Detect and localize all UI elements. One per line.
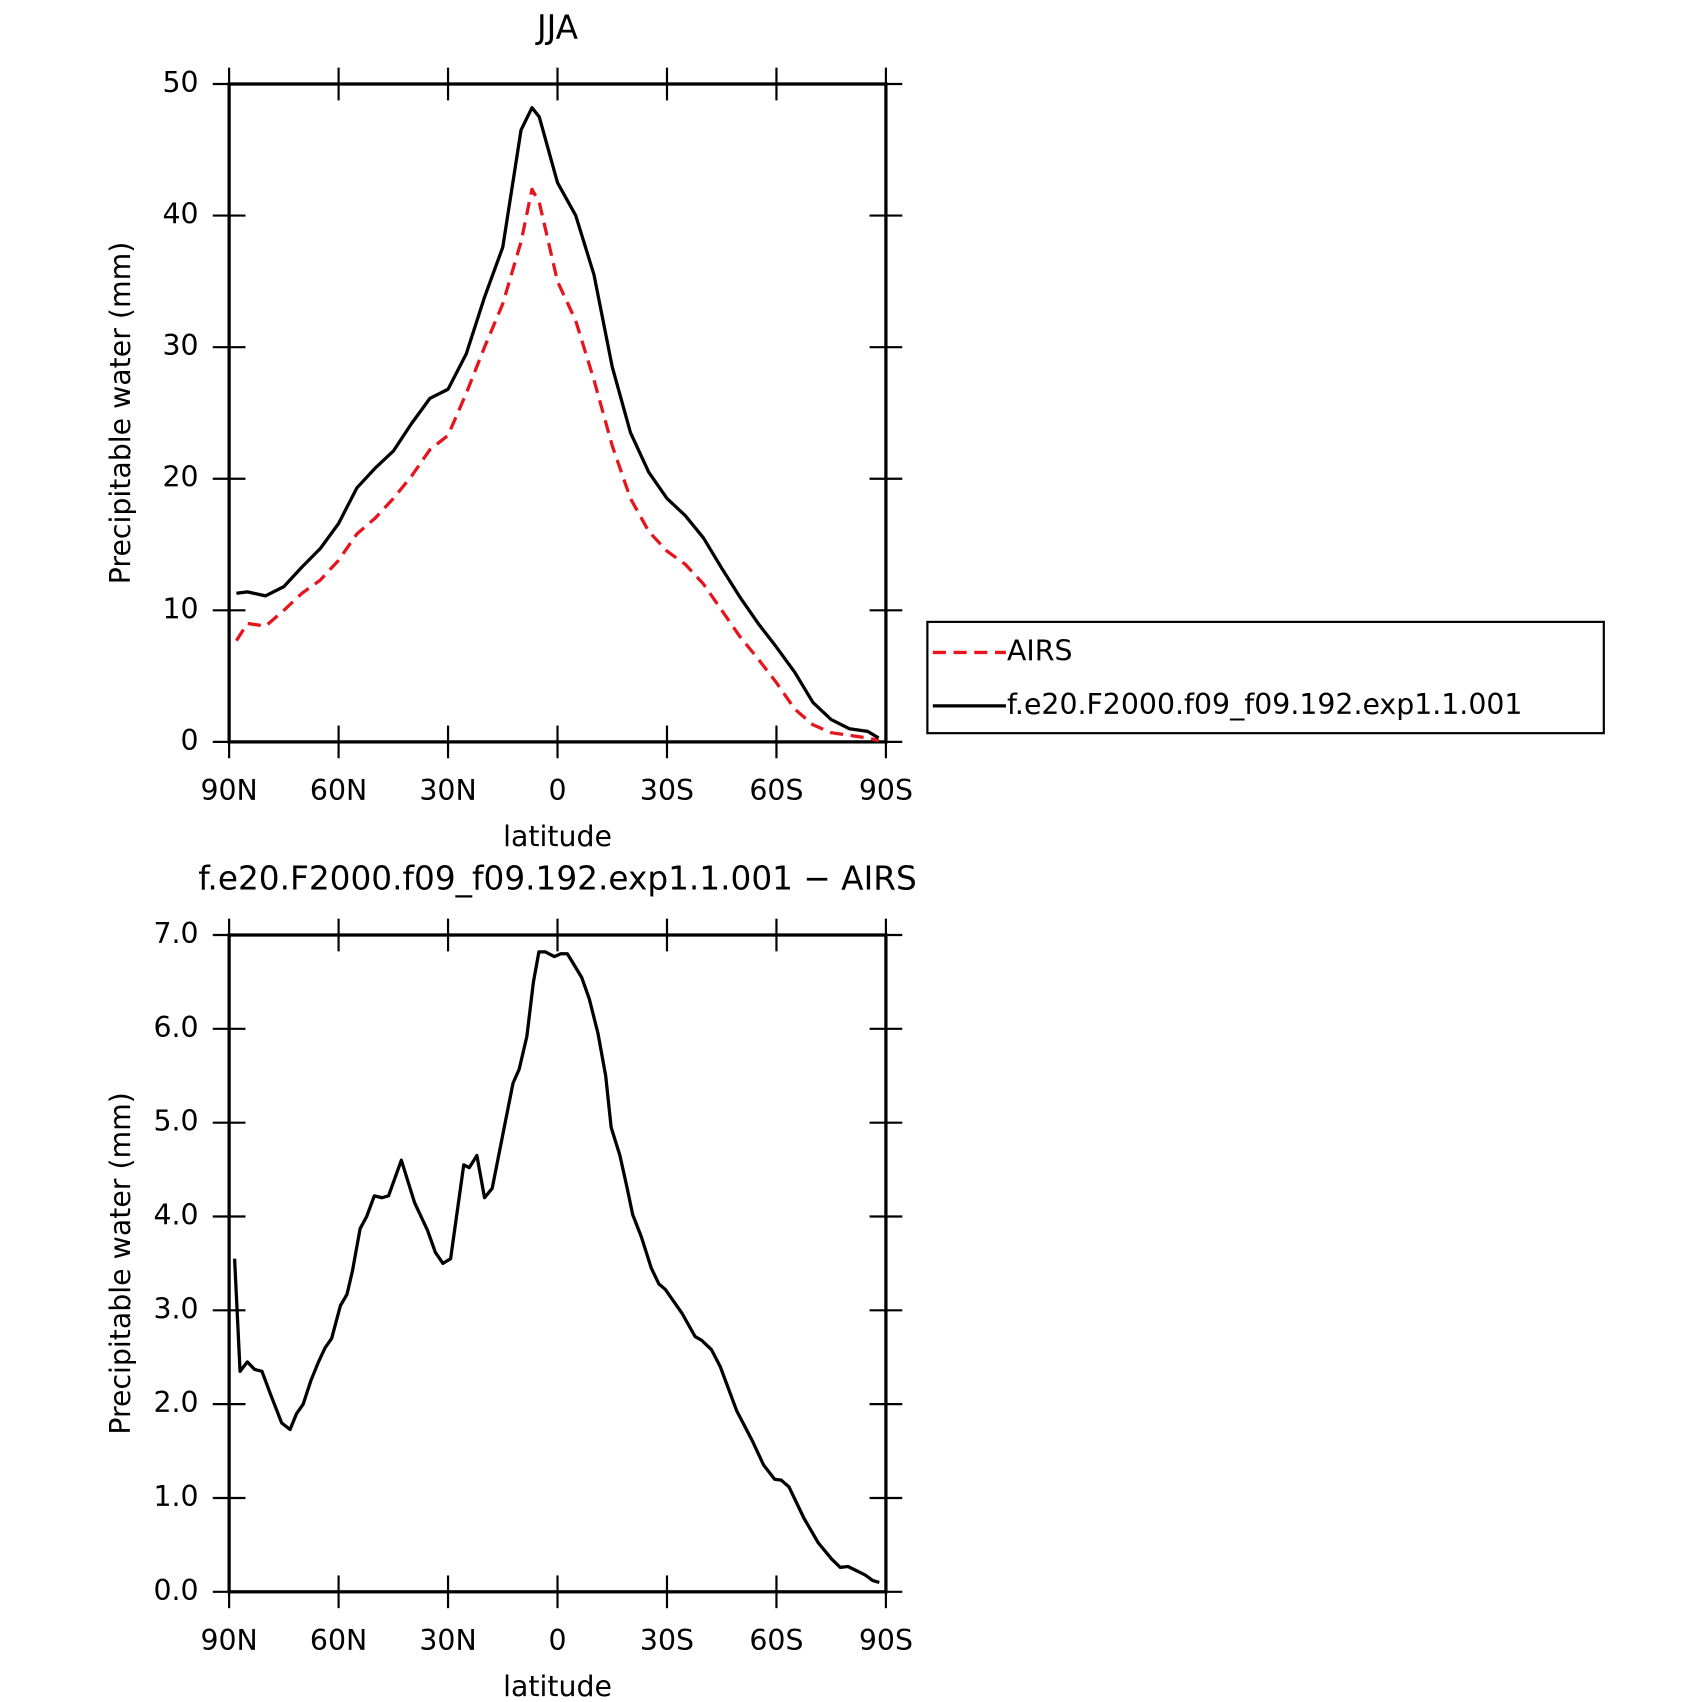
y-tick-label: 20 [162,461,198,494]
chart-title: f.e20.F2000.f09_f09.192.exp1.1.001 − AIR… [198,859,916,897]
x-tick-label: 30S [640,1624,694,1657]
plot-frame [227,933,888,1594]
y-tick-label: 3.0 [153,1292,198,1325]
y-tick-label: 0.0 [153,1574,198,1607]
x-tick-label: 60S [749,774,803,807]
y-tick-label: 30 [162,329,198,362]
y-tick-label: 5.0 [153,1105,198,1138]
x-tick-label: 30S [640,774,694,807]
x-tick-label: 30N [419,774,476,807]
x-tick-label: 60S [749,1624,803,1657]
y-axis-label: Precipitable water (mm) [104,1092,137,1434]
x-tick-label: 90N [200,1624,257,1657]
x-tick-label: 60N [310,1624,367,1657]
x-tick-label: 90S [859,774,913,807]
chart-title: JJA [535,8,579,46]
y-tick-label: 4.0 [153,1198,198,1231]
x-axis-label: latitude [503,820,612,853]
y-tick-label: 1.0 [153,1480,198,1513]
legend-label: AIRS [1007,634,1072,667]
y-tick-label: 50 [162,66,198,99]
x-tick-label: 90N [200,774,257,807]
data-line [236,106,880,740]
y-tick-label: 0 [181,724,199,757]
y-tick-label: 40 [162,198,198,231]
x-tick-label: 0 [548,774,566,807]
data-line [232,950,880,1584]
x-tick-label: 30N [419,1624,476,1657]
y-tick-label: 10 [162,592,198,625]
y-tick-label: 2.0 [153,1386,198,1419]
x-axis-label: latitude [503,1670,612,1702]
legend-label: f.e20.F2000.f09_f09.192.exp1.1.001 [1007,688,1522,721]
data-line [235,187,879,743]
y-tick-label: 6.0 [153,1011,198,1044]
x-tick-label: 60N [310,774,367,807]
y-axis-label: Precipitable water (mm) [104,242,137,584]
x-tick-label: 0 [548,1624,566,1657]
x-tick-label: 90S [859,1624,913,1657]
y-tick-label: 7.0 [153,917,198,950]
legend-box [926,620,1605,735]
